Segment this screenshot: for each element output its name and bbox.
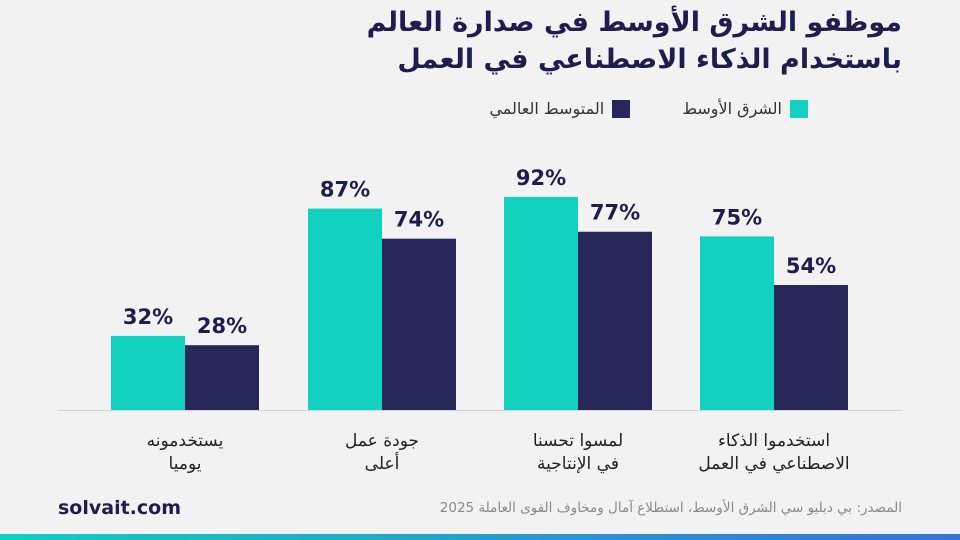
category-label-1-line-1: أعلى bbox=[365, 452, 400, 474]
bar-middle-east-1 bbox=[308, 208, 382, 410]
legend-item-middle-east: الشرق الأوسط bbox=[682, 99, 808, 118]
value-label-middle-east-0: 32% bbox=[123, 305, 173, 329]
legend-item-global-average: المتوسط العالمي bbox=[489, 99, 631, 118]
source-note: المصدر: بي دبليو سي الشرق الأوسط، استطلا… bbox=[439, 500, 902, 516]
chart-legend: الشرق الأوسط المتوسط العالمي bbox=[489, 99, 808, 118]
value-label-middle-east-3: 75% bbox=[712, 205, 762, 229]
bar-middle-east-2 bbox=[504, 197, 578, 410]
chart-title: موظفو الشرق الأوسط في صدارة العالم باستخ… bbox=[367, 4, 902, 78]
legend-label-global-average: المتوسط العالمي bbox=[489, 99, 605, 118]
value-label-global-average-2: 77% bbox=[590, 201, 640, 225]
legend-swatch-global-average bbox=[612, 99, 631, 118]
category-label-0-line-1: يوميا bbox=[169, 454, 202, 474]
category-label-2-line-1: في الإنتاجية bbox=[537, 454, 619, 474]
category-label-3-line-0: استخدموا الذكاء bbox=[718, 431, 830, 451]
bar-global-average-0 bbox=[185, 345, 259, 410]
bar-global-average-2 bbox=[578, 231, 652, 410]
value-label-global-average-3: 54% bbox=[786, 254, 836, 278]
category-label-0-line-0: يستخدمونه bbox=[147, 431, 224, 451]
value-label-middle-east-2: 92% bbox=[516, 166, 566, 190]
legend-swatch-middle-east bbox=[790, 99, 808, 118]
bar-middle-east-3 bbox=[700, 236, 774, 410]
brand-link[interactable]: solvait.com bbox=[58, 497, 182, 519]
bar-global-average-1 bbox=[382, 238, 456, 410]
category-label-2-line-0: لمسوا تحسنا bbox=[533, 431, 623, 451]
value-label-global-average-1: 74% bbox=[394, 208, 444, 232]
value-label-middle-east-1: 87% bbox=[320, 178, 370, 202]
value-label-global-average-0: 28% bbox=[197, 314, 247, 338]
category-label-3-line-1: الاصطناعي في العمل bbox=[698, 454, 849, 474]
bottom-accent-strip bbox=[0, 534, 960, 540]
bar-global-average-3 bbox=[774, 284, 848, 410]
category-label-1-line-0: جودة عمل bbox=[345, 431, 419, 451]
chart-title-line-2: باستخدام الذكاء الاصطناعي في العمل bbox=[397, 44, 902, 75]
legend-label-middle-east: الشرق الأوسط bbox=[682, 99, 782, 118]
chart-title-line-1: موظفو الشرق الأوسط في صدارة العالم bbox=[366, 7, 902, 38]
bar-middle-east-0 bbox=[111, 335, 185, 410]
